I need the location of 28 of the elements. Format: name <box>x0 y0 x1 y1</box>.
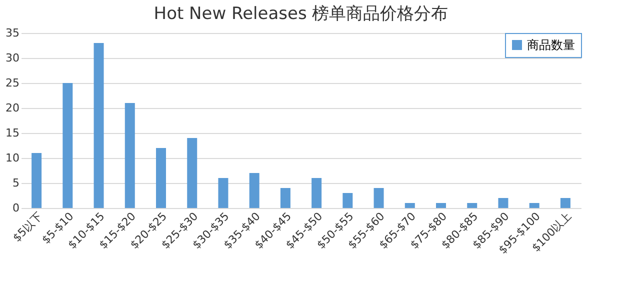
legend-label: 商品数量 <box>527 38 575 52</box>
bar <box>467 203 478 208</box>
bar <box>218 178 228 208</box>
y-tick-label: 0 <box>12 202 20 214</box>
bar <box>187 138 198 208</box>
bar <box>436 203 446 208</box>
y-tick-label: 20 <box>6 102 20 114</box>
y-tick-label: 30 <box>6 52 20 64</box>
bar <box>529 203 540 208</box>
bar <box>156 148 166 208</box>
y-tick-label: 35 <box>6 26 20 40</box>
bar <box>374 188 384 208</box>
bar <box>124 103 135 208</box>
bar <box>280 188 290 208</box>
bar <box>404 203 415 208</box>
y-tick-label: 25 <box>6 76 20 90</box>
bar <box>62 83 73 208</box>
bar <box>560 198 570 208</box>
bar <box>32 153 42 208</box>
bar <box>249 173 260 208</box>
bar <box>342 193 353 208</box>
chart-title: Hot New Releases 榜单商品价格分布 <box>154 4 448 24</box>
bar <box>94 43 104 208</box>
y-tick-label: 5 <box>12 176 20 190</box>
y-tick-label: 10 <box>6 152 20 164</box>
y-tick-label: 15 <box>6 126 20 140</box>
bar <box>498 198 508 208</box>
bar <box>312 178 322 208</box>
